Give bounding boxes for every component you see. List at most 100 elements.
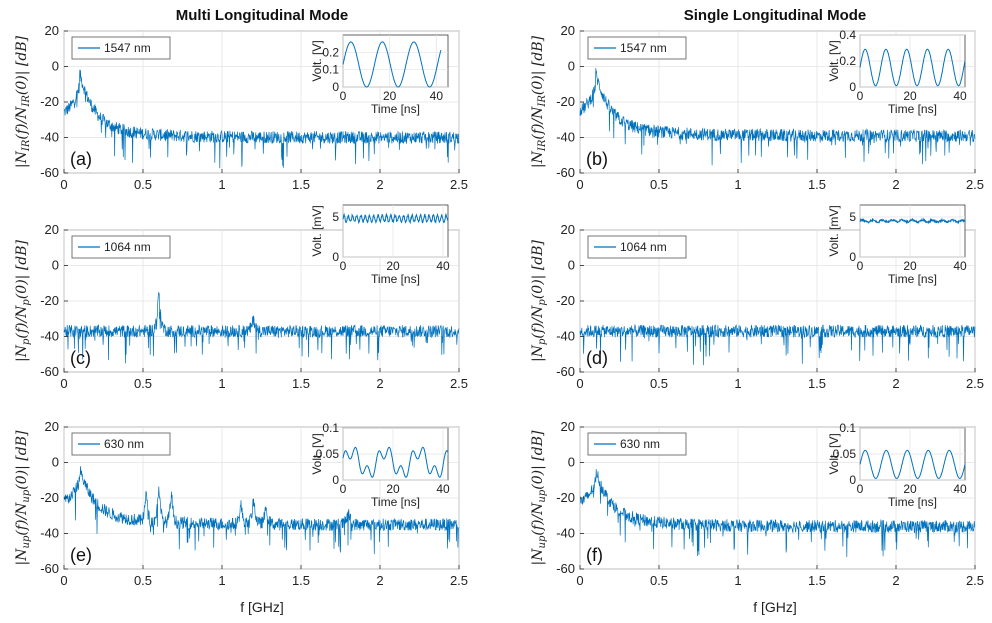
inset-line <box>342 41 442 88</box>
inset-x-tick-label: 0 <box>857 259 864 273</box>
inset-x-tick-label: 0 <box>340 259 347 273</box>
panel-d: 0 0.5 1 1.5 2 2.5 20 0 -20 -40 -60 |Np(f)/Np(0)| [d… <box>530 204 984 391</box>
x-tick-label: 0 <box>576 376 583 391</box>
x-tick-label: 2.5 <box>450 573 468 588</box>
y-tick-label: -60 <box>556 165 575 180</box>
inset-y-tick-label: 0 <box>849 250 856 264</box>
x-tick-label: 2.5 <box>966 177 984 192</box>
y-tick-label: -40 <box>40 130 59 145</box>
panels: 0 0.5 1 1.5 2 2.5200-20-40-60|NIR(f)/NIR(0)| … <box>14 23 984 588</box>
x-tick-label: 0 <box>60 573 67 588</box>
inset-x-tick-label: 40 <box>953 482 967 496</box>
inset-y-axis-label: Volt. [V] <box>827 433 841 474</box>
spectrum-line <box>579 468 976 558</box>
panel-label: (d) <box>586 348 608 368</box>
inset-x-axis-label: Time [ns] <box>371 102 420 116</box>
spectrum-line <box>579 323 976 366</box>
inset-y-tick-label: 0.1 <box>839 421 856 435</box>
inset-x-axis-label: Time [ns] <box>371 272 420 286</box>
legend-box <box>587 235 687 259</box>
y-tick-label: -20 <box>556 293 575 308</box>
inset-x-axis-label: Time [ns] <box>888 495 937 509</box>
legend: 630 nm <box>587 432 687 456</box>
inset-x-tick-label: 40 <box>430 89 444 103</box>
inset-y-axis-label: Volt. [mV] <box>827 205 841 256</box>
y-tick-label: -20 <box>40 293 59 308</box>
panel-label: (c) <box>70 348 91 368</box>
y-tick-label: -60 <box>40 364 59 379</box>
inset-x-tick-label: 20 <box>386 482 400 496</box>
x-tick-label: 2 <box>892 177 899 192</box>
x-tick-label: 2.5 <box>450 376 468 391</box>
x-axis-label-right: f [GHz] <box>753 599 797 615</box>
panel-label: (a) <box>70 149 92 169</box>
x-tick-label: 1.5 <box>808 573 826 588</box>
y-tick-label: -20 <box>556 94 575 109</box>
inset-y-tick-label: 0.4 <box>839 28 856 42</box>
y-axis-label: |Np(f)/Np(0)| [dB] <box>530 239 548 362</box>
legend-label: 1064 nm <box>620 240 667 254</box>
y-tick-label: 0 <box>52 258 59 273</box>
legend-box <box>71 36 171 60</box>
legend-box <box>71 235 171 259</box>
x-tick-label: 0 <box>60 177 67 192</box>
inset-line <box>342 446 449 478</box>
inset-line <box>859 217 966 225</box>
inset-y-tick-label: 0.05 <box>316 447 340 461</box>
x-tick-label: 1 <box>734 177 741 192</box>
inset-x-tick-label: 20 <box>903 482 917 496</box>
y-tick-label: 20 <box>561 419 575 434</box>
inset-y-tick-label: 0.05 <box>833 447 857 461</box>
panel-a: 0 0.5 1 1.5 2 2.5 20 0 -20 -40 -60 |NIR(f)/NIR(0)| … <box>14 23 468 192</box>
y-tick-label: 0 <box>568 455 575 470</box>
inset-x-axis-label: Time [ns] <box>888 272 937 286</box>
x-tick-label: 2 <box>376 573 383 588</box>
panel-label: (f) <box>586 545 603 565</box>
legend: 1547 nm <box>71 36 171 60</box>
legend: 1064 nm <box>587 235 687 259</box>
inset-y-tick-label: 0 <box>332 473 339 487</box>
inset-y-axis-label: Volt. [V] <box>310 40 324 81</box>
inset-y-axis-label: Volt. [mV] <box>310 205 324 256</box>
y-axis-label: |Nup(f)/Nup(0)| [dB] <box>530 430 548 565</box>
inset-area <box>859 204 966 258</box>
x-tick-label: 0 <box>60 376 67 391</box>
legend-label: 1064 nm <box>104 240 151 254</box>
panel-e: 0 0.5 1 1.5 2 2.5 20 0 -20 -40 -60 |Nup(f)/Nup(0)| … <box>14 419 468 588</box>
legend: 1547 nm <box>587 36 687 60</box>
x-tick-label: 2 <box>376 177 383 192</box>
y-tick-label: -60 <box>556 364 575 379</box>
inset-line <box>342 212 449 225</box>
x-tick-label: 1.5 <box>292 573 310 588</box>
inset-y-tick-label: 0 <box>849 80 856 94</box>
inset-plot: 0 20 40 0 0.2 0.4 Time [ns] Volt. [V] <box>827 28 967 116</box>
y-tick-label: -60 <box>556 561 575 576</box>
x-tick-label: 0.5 <box>134 376 152 391</box>
inset-x-tick-label: 0 <box>857 482 864 496</box>
panel-c: 0 0.5 1 1.5 2 2.5 20 0 -20 -40 -60 |Np(f)/Np(0)| [d… <box>14 204 468 391</box>
inset-x-tick-label: 40 <box>436 482 450 496</box>
inset-y-tick-label: 5 <box>332 210 339 224</box>
y-tick-label: 20 <box>45 23 59 38</box>
legend-label: 630 nm <box>104 437 144 451</box>
panel-f: 0 0.5 1 1.5 2 2.5 20 0 -20 -40 -60 |Nup(f)/Nup(0)| … <box>530 419 984 588</box>
spectrum-line <box>63 69 460 169</box>
y-tick-label: -40 <box>556 329 575 344</box>
x-tick-label: 0.5 <box>650 573 668 588</box>
x-axis-label-left: f [GHz] <box>240 599 284 615</box>
spectrum-line <box>579 68 976 166</box>
y-tick-label: -60 <box>40 165 59 180</box>
x-tick-label: 1.5 <box>808 177 826 192</box>
x-tick-label: 0 <box>576 177 583 192</box>
legend-box <box>71 432 171 456</box>
inset-y-tick-label: 0 <box>332 80 339 94</box>
inset-y-tick-label: 0.1 <box>322 421 339 435</box>
inset-y-tick-label: 0.2 <box>322 45 339 59</box>
x-tick-label: 0.5 <box>650 177 668 192</box>
y-tick-label: 0 <box>568 59 575 74</box>
legend: 1064 nm <box>71 235 171 259</box>
y-tick-label: -40 <box>40 329 59 344</box>
x-tick-label: 1 <box>734 376 741 391</box>
inset-x-tick-label: 20 <box>903 259 917 273</box>
